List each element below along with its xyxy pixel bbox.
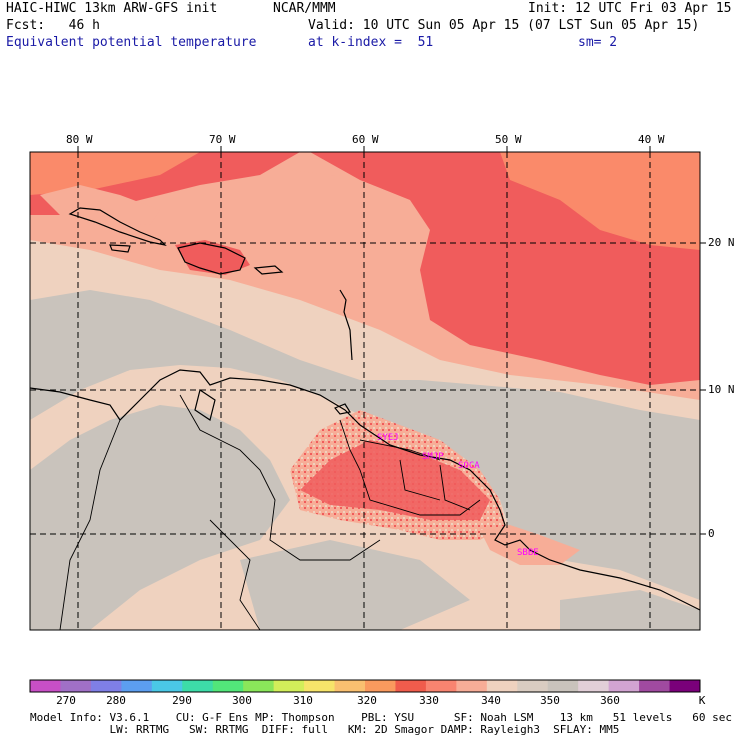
valid-time: Valid: 10 UTC Sun 05 Apr 15 (07 LST Sun … <box>308 18 700 33</box>
colorbar-label: K <box>698 694 706 707</box>
colorbar-swatch <box>365 680 396 692</box>
colorbar-swatch <box>243 680 275 692</box>
colorbar-label: 300 <box>232 694 252 707</box>
colorbar-label: 290 <box>172 694 192 707</box>
colorbar-label: 330 <box>419 694 439 707</box>
colorbar-frame <box>29 679 701 693</box>
station-label: SYEJ <box>377 433 399 443</box>
station-label: SOCA <box>458 461 480 471</box>
top-ticks <box>77 146 706 535</box>
field-name: Equivalent potential temperature <box>6 35 257 50</box>
colorbar-swatch <box>578 680 610 692</box>
colorbar-swatch <box>425 680 457 692</box>
station-label: SMJP <box>422 452 444 462</box>
model-title: HAIC-HIWC 13km ARW-GFS init <box>6 1 218 16</box>
organization-label: NCAR/MMM <box>273 1 336 16</box>
colorbar-swatch <box>608 680 640 692</box>
colorbar-swatch <box>517 680 549 692</box>
colorbar-swatch <box>90 680 122 692</box>
colorbar-swatch <box>395 680 427 692</box>
field-shading <box>30 152 700 630</box>
lon-label: 50 W <box>495 133 522 146</box>
colorbar-label: 320 <box>357 694 377 707</box>
colorbar-swatch <box>547 680 579 692</box>
colorbar-label: 310 <box>293 694 313 707</box>
colorbar-swatch <box>151 680 183 692</box>
model-info-line1: Model Info: V3.6.1 CU: G-F Ens MP: Thomp… <box>30 711 732 724</box>
lat-label: 10 N <box>708 383 735 396</box>
colorbar-swatch <box>486 680 518 692</box>
map-frame <box>29 151 701 631</box>
colorbar-label: 270 <box>56 694 76 707</box>
colorbar-swatch <box>304 680 336 692</box>
colorbar-swatch <box>212 680 244 692</box>
smoothing-label: sm= 2 <box>578 35 618 50</box>
lat-label: 20 N <box>708 236 735 249</box>
colorbar-label: 360 <box>600 694 620 707</box>
lon-label: 70 W <box>209 133 236 146</box>
colorbar-swatch <box>669 680 701 692</box>
colorbar-swatch <box>182 680 214 692</box>
colorbar-label: 280 <box>106 694 126 707</box>
colorbar-swatch <box>456 680 488 692</box>
colorbar-swatch <box>30 680 61 692</box>
colorbar-label: 350 <box>540 694 560 707</box>
forecast-hour: Fcst: 46 h <box>6 18 100 33</box>
model-info-line2: LW: RRTMG SW: RRTMG DIFF: full KM: 2D Sm… <box>30 723 620 736</box>
lon-label: 40 W <box>638 133 665 146</box>
colorbar <box>29 679 701 693</box>
colorbar-label: 340 <box>481 694 501 707</box>
colorbar-swatch <box>273 680 305 692</box>
colorbar-swatch <box>121 680 153 692</box>
level-index: at k-index = 51 <box>308 35 434 50</box>
station-label: SBBE <box>517 548 539 558</box>
country-borders <box>59 394 481 630</box>
lon-label: 60 W <box>352 133 379 146</box>
lat-lon-grid <box>30 152 700 630</box>
colorbar-swatch <box>60 680 92 692</box>
init-time: Init: 12 UTC Fri 03 Apr 15 <box>528 1 732 16</box>
lat-label: 0 <box>708 527 715 540</box>
colorbar-swatch <box>334 680 366 692</box>
coastlines <box>30 207 700 611</box>
colorbar-swatch <box>639 680 671 692</box>
lon-label: 80 W <box>66 133 93 146</box>
